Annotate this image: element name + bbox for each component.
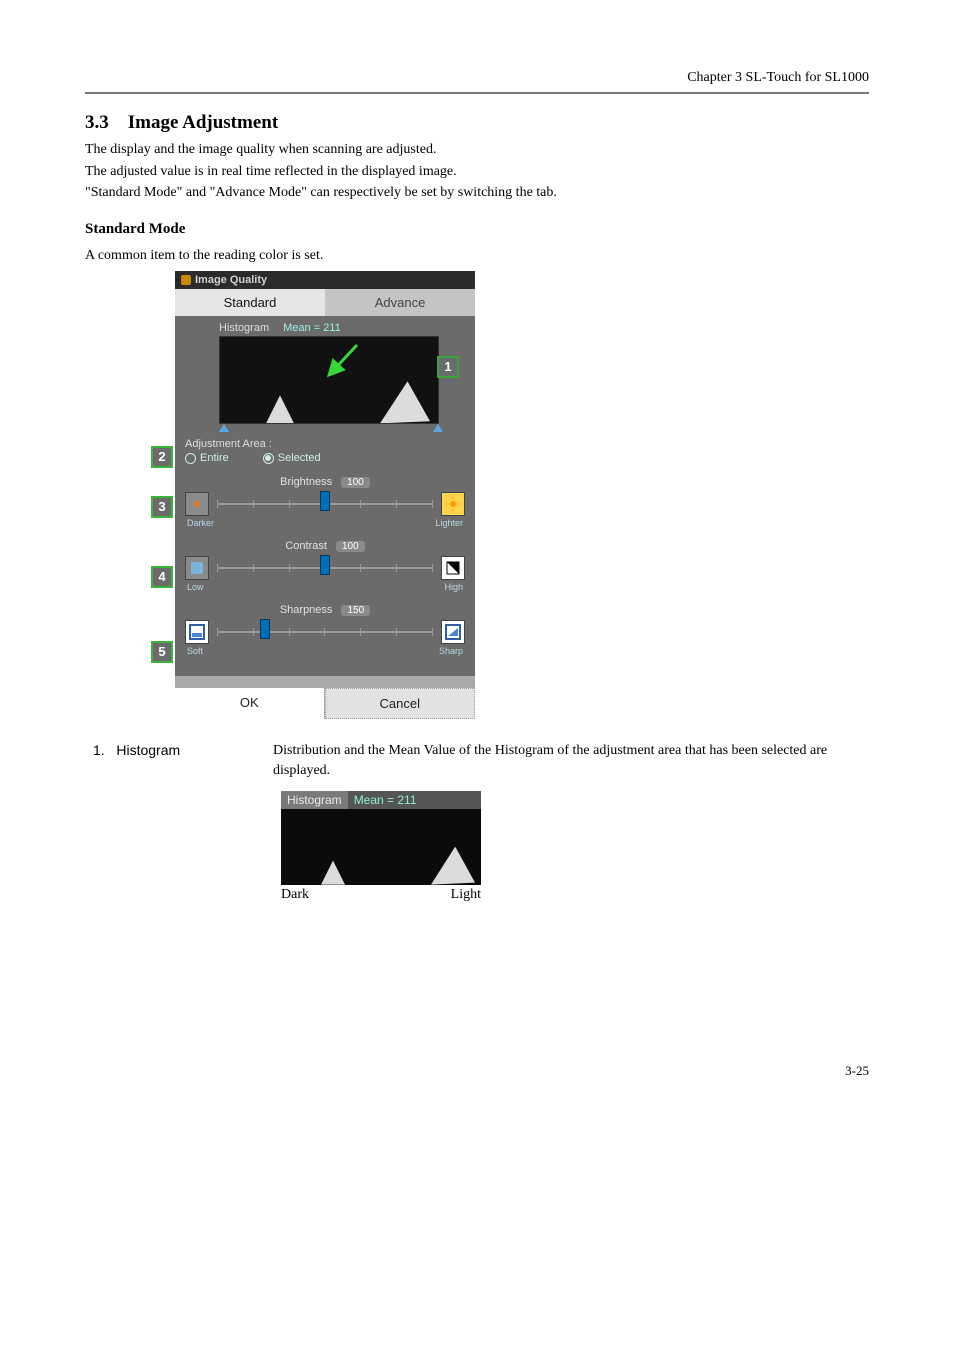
histogram-bump: [380, 381, 430, 423]
panel-title: Image Quality: [195, 274, 267, 286]
panel-body: Histogram Mean = 211 Adjustment Area : E…: [175, 316, 475, 676]
histogram-mean: Mean = 211: [283, 322, 341, 334]
radio-entire-label: Entire: [200, 452, 229, 464]
ok-button[interactable]: OK: [175, 688, 325, 719]
contrast-value: 100: [336, 541, 365, 552]
image-quality-panel: Image Quality Standard Advance Histogram…: [175, 271, 475, 719]
sharpness-slider[interactable]: [217, 622, 433, 642]
brightness-slider[interactable]: [217, 494, 433, 514]
small-histogram-axis: Dark Light: [281, 887, 481, 903]
callout-2: 2: [151, 446, 173, 468]
tab-bar: Standard Advance: [175, 289, 475, 316]
sharpness-right-label: Sharp: [439, 646, 463, 656]
callout-5: 5: [151, 641, 173, 663]
histogram-chart: [219, 336, 439, 424]
small-histogram-label: Histogram: [281, 791, 348, 809]
contrast-label: Contrast: [285, 540, 327, 552]
tab-standard[interactable]: Standard: [175, 289, 325, 316]
radio-selected[interactable]: Selected: [263, 452, 321, 464]
contrast-thumb[interactable]: [320, 555, 330, 575]
radio-entire[interactable]: Entire: [185, 452, 229, 464]
item-1-number: 1.: [93, 742, 105, 758]
section-para-1: The display and the image quality when s…: [85, 140, 869, 160]
small-histogram-wrap: Histogram Mean = 211 Dark Light: [281, 791, 481, 903]
titlebar-icon: [181, 275, 191, 285]
contrast-low-icon[interactable]: [185, 556, 209, 580]
cancel-button[interactable]: Cancel: [325, 688, 476, 719]
tab-advance[interactable]: Advance: [325, 289, 475, 316]
sharpness-soft-icon[interactable]: [185, 620, 209, 644]
brightness-darker-icon[interactable]: [185, 492, 209, 516]
sharpness-label: Sharpness: [280, 604, 333, 616]
callout-1: 1: [437, 356, 459, 378]
item-1-header: 1. Histogram: [85, 741, 243, 780]
histogram-handle-right[interactable]: [433, 424, 443, 432]
callout-3: 3: [151, 496, 173, 518]
panel-titlebar: Image Quality: [175, 271, 475, 289]
radio-selected-label: Selected: [278, 452, 321, 464]
small-histogram-mean: Mean = 211: [348, 791, 481, 809]
section-title: 3.3 Image Adjustment: [85, 112, 869, 134]
section-para-2: The adjusted value is in real time refle…: [85, 162, 869, 182]
brightness-lighter-icon[interactable]: [441, 492, 465, 516]
button-row: OK Cancel: [175, 688, 475, 719]
small-histogram-dark-label: Dark: [281, 887, 309, 903]
callout-4: 4: [151, 566, 173, 588]
sharpness-block: Sharpness 150 Soft: [185, 604, 465, 656]
small-histogram-chart: [281, 809, 481, 885]
contrast-right-label: High: [444, 582, 463, 592]
histogram-spike: [266, 395, 294, 423]
item-1-row: 1. Histogram Distribution and the Mean V…: [85, 741, 869, 780]
standard-mode-heading: Standard Mode: [85, 221, 869, 238]
adjustment-area-label: Adjustment Area :: [185, 438, 465, 450]
chapter-header: Chapter 3 SL-Touch for SL1000: [85, 70, 869, 86]
contrast-block: Contrast 100 Low: [185, 540, 465, 592]
small-histogram-bump: [431, 847, 475, 885]
brightness-thumb[interactable]: [320, 491, 330, 511]
adjustment-area-row: Adjustment Area : Entire Selected: [185, 438, 465, 464]
item-1-desc: Distribution and the Mean Value of the H…: [273, 741, 869, 780]
contrast-left-label: Low: [187, 582, 204, 592]
section-number: 3.3: [85, 112, 109, 133]
small-histogram-light-label: Light: [451, 887, 481, 903]
brightness-block: Brightness 100 Darker: [185, 476, 465, 528]
header-rule: [85, 92, 869, 94]
item-1-name: Histogram: [116, 742, 180, 758]
section-title-text: Image Adjustment: [128, 112, 278, 133]
sharpness-left-label: Soft: [187, 646, 203, 656]
small-histogram-spike: [321, 861, 345, 885]
histogram-label: Histogram: [219, 322, 269, 334]
histogram-handle-left[interactable]: [219, 424, 229, 432]
histogram-block: Histogram Mean = 211: [185, 322, 465, 424]
contrast-high-icon[interactable]: [441, 556, 465, 580]
brightness-left-label: Darker: [187, 518, 214, 528]
brightness-right-label: Lighter: [435, 518, 463, 528]
radio-dot-icon: [185, 453, 196, 464]
radio-dot-icon: [263, 453, 274, 464]
sharpness-sharp-icon[interactable]: [441, 620, 465, 644]
standard-mode-desc: A common item to the reading color is se…: [85, 246, 869, 266]
small-histogram-header: Histogram Mean = 211: [281, 791, 481, 809]
contrast-slider[interactable]: [217, 558, 433, 578]
image-quality-screenshot: Image Quality Standard Advance Histogram…: [145, 271, 485, 719]
sharpness-thumb[interactable]: [260, 619, 270, 639]
brightness-value: 100: [341, 477, 370, 488]
section-para-3: "Standard Mode" and "Advance Mode" can r…: [85, 183, 869, 203]
page-number: 3-25: [85, 1063, 869, 1079]
brightness-label: Brightness: [280, 476, 332, 488]
sharpness-value: 150: [341, 605, 370, 616]
